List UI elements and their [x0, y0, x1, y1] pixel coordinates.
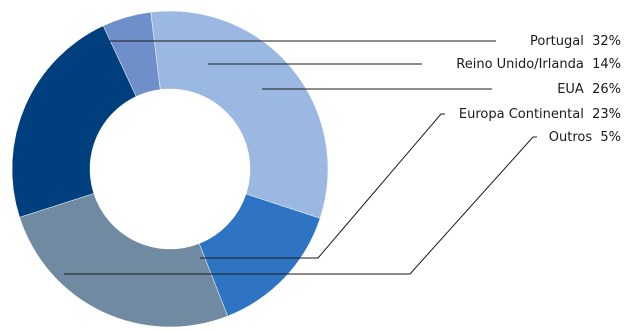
slice-label-value: 32%: [584, 34, 621, 49]
slices-layer: [11, 10, 329, 328]
slice-label-europa-continental: Europa Continental 23%: [459, 107, 621, 122]
donut-hole: [90, 89, 250, 249]
leader-lines: [64, 40, 537, 275]
slice-label-value: 5%: [592, 130, 621, 145]
slice-label-value: 23%: [584, 107, 621, 122]
slice-label-outros: Outros 5%: [549, 130, 621, 145]
slice-label-value: 14%: [584, 57, 621, 72]
slice-labels: Portugal 32%Reino Unido/Irlanda 14%EUA 2…: [456, 34, 621, 145]
slice-label-reino-unido-irlanda: Reino Unido/Irlanda 14%: [456, 57, 621, 72]
leader-line-outros: [64, 136, 537, 275]
slice-label-name: Outros: [549, 130, 593, 145]
slice-label-portugal: Portugal 32%: [530, 34, 621, 49]
slice-label-name: Europa Continental: [459, 107, 584, 122]
slice-label-name: EUA: [557, 82, 584, 97]
slice-label-eua: EUA 26%: [557, 82, 621, 97]
slice-label-name: Portugal: [530, 34, 584, 49]
slice-label-name: Reino Unido/Irlanda: [456, 57, 584, 72]
slice-label-value: 26%: [584, 82, 621, 97]
leader-line-europa-continental: [200, 113, 445, 259]
